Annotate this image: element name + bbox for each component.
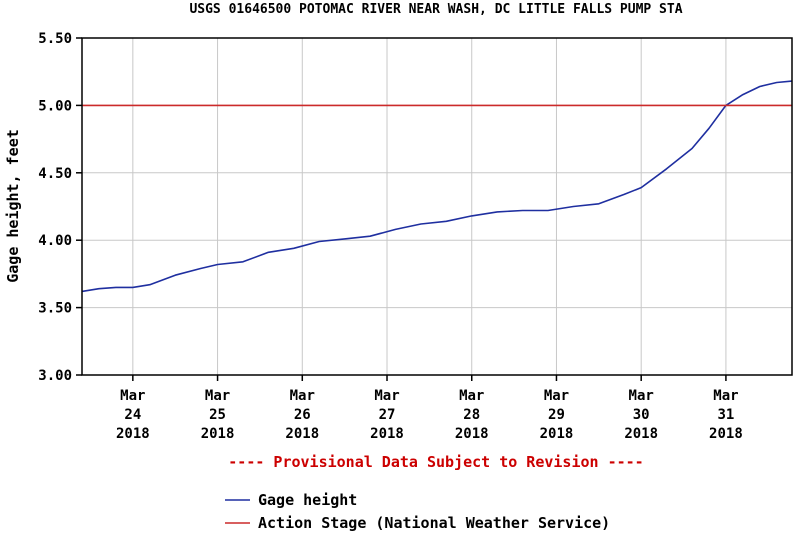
x-tick-line: 2018 — [370, 426, 404, 442]
x-tick-line: 31 — [717, 407, 734, 423]
y-tick-label: 3.00 — [38, 368, 72, 384]
x-tick-line: 2018 — [285, 426, 319, 442]
y-tick-label: 5.50 — [38, 31, 72, 47]
x-tick-line: 2018 — [709, 426, 743, 442]
x-tick-label: Mar 27 2018 — [370, 388, 404, 442]
plot-frame — [81, 37, 793, 376]
series-group — [81, 80, 793, 293]
legend: Gage height Action Stage (National Weath… — [225, 491, 610, 532]
x-tick-line: 26 — [294, 407, 311, 423]
x-tick-line: 2018 — [116, 426, 150, 442]
x-tick-line: 28 — [463, 407, 480, 423]
legend-label-gage-height: Gage height — [258, 491, 357, 509]
legend-label-action-stage: Action Stage (National Weather Service) — [258, 514, 610, 532]
x-tick-line: 2018 — [624, 426, 658, 442]
x-tick-line: 25 — [209, 407, 226, 423]
x-tick-line: 30 — [633, 407, 650, 423]
gridlines — [82, 37, 792, 376]
x-tick-line: 27 — [379, 407, 396, 423]
x-tick-line: Mar — [713, 388, 738, 404]
x-tick-line: Mar — [374, 388, 399, 404]
x-tick-line: Mar — [629, 388, 654, 404]
y-axis-label: Gage height, feet — [4, 129, 22, 283]
chart-title: USGS 01646500 POTOMAC RIVER NEAR WASH, D… — [189, 2, 682, 17]
x-tick-line: Mar — [205, 388, 230, 404]
y-tick-label: 5.00 — [38, 98, 72, 114]
x-tick-line: 2018 — [201, 426, 235, 442]
y-tick-label: 4.00 — [38, 233, 72, 249]
y-axis-ticks: 3.00 3.50 4.00 4.50 5.00 5.50 — [38, 31, 82, 384]
x-axis-ticks: Mar 24 2018 Mar 25 2018 Mar 26 2018 Mar 27 2018 Mar 2… — [116, 375, 743, 442]
series-line-gage-height — [81, 80, 793, 293]
x-tick-line: Mar — [544, 388, 569, 404]
x-tick-line: 2018 — [455, 426, 489, 442]
x-tick-label: Mar 30 2018 — [624, 388, 658, 442]
provisional-note: ---- Provisional Data Subject to Revisio… — [228, 453, 643, 471]
x-tick-label: Mar 25 2018 — [201, 388, 235, 442]
x-tick-line: Mar — [459, 388, 484, 404]
y-tick-label: 3.50 — [38, 301, 72, 317]
y-tick-label: 4.50 — [38, 166, 72, 182]
x-tick-label: Mar 31 2018 — [709, 388, 743, 442]
x-tick-label: Mar 28 2018 — [455, 388, 489, 442]
x-tick-line: Mar — [120, 388, 145, 404]
x-tick-label: Mar 24 2018 — [116, 388, 150, 442]
x-tick-line: Mar — [290, 388, 315, 404]
x-tick-label: Mar 26 2018 — [285, 388, 319, 442]
x-tick-line: 24 — [124, 407, 141, 423]
x-tick-line: 2018 — [540, 426, 574, 442]
x-tick-label: Mar 29 2018 — [540, 388, 574, 442]
x-tick-line: 29 — [548, 407, 565, 423]
